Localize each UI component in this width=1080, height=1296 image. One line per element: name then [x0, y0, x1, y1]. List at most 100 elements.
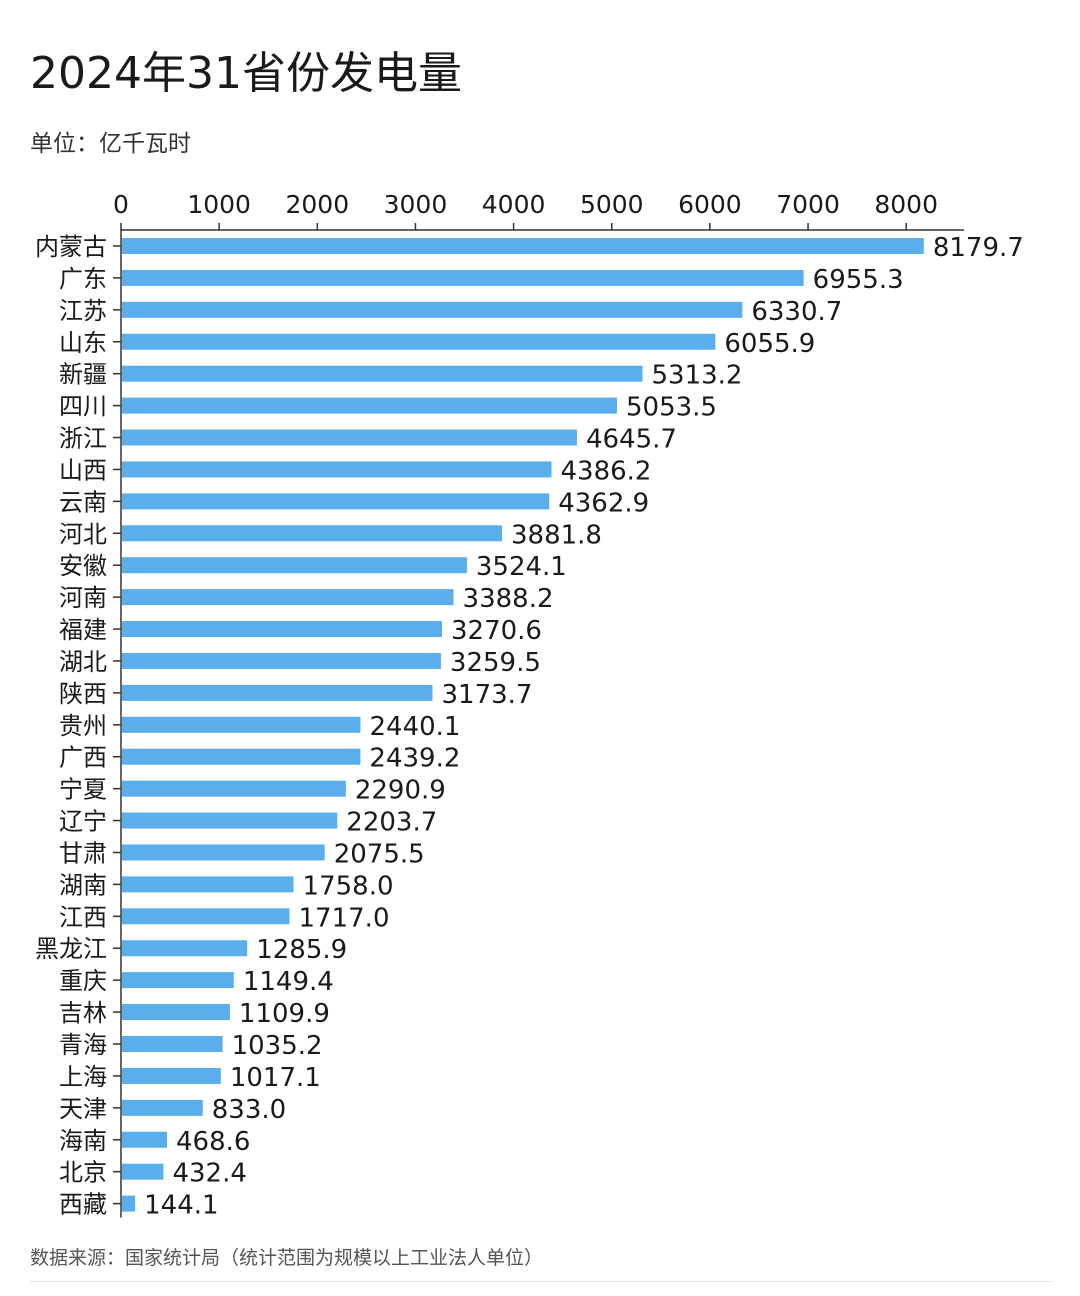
bar — [122, 1036, 223, 1052]
category-label: 浙江 — [59, 425, 107, 453]
x-tick-label: 2000 — [285, 190, 349, 219]
category-label: 重庆 — [59, 967, 107, 995]
bar — [122, 493, 550, 510]
x-tick-label: 6000 — [678, 190, 742, 219]
category-label: 江西 — [59, 903, 107, 931]
bar — [122, 269, 804, 286]
bar — [122, 1163, 164, 1180]
data-source-note: 数据来源：国家统计局（统计范围为规模以上工业法人单位） — [30, 1247, 544, 1269]
category-label: 新疆 — [59, 361, 107, 389]
value-label: 4362.9 — [558, 488, 649, 518]
value-label: 1285.9 — [256, 935, 347, 965]
x-tick-label: 5000 — [580, 190, 644, 219]
bar — [122, 461, 552, 478]
value-label: 4645.7 — [586, 425, 677, 455]
category-label: 青海 — [59, 1031, 107, 1059]
value-label: 3388.2 — [463, 584, 554, 614]
bar — [122, 557, 467, 574]
category-label: 湖北 — [59, 648, 107, 676]
bar — [122, 780, 346, 797]
value-label: 4386.2 — [561, 456, 652, 486]
value-label: 2440.1 — [369, 712, 460, 742]
value-label: 2203.7 — [346, 808, 437, 838]
category-label: 吉林 — [59, 999, 107, 1027]
category-label: 河南 — [59, 584, 107, 612]
value-label: 6330.7 — [751, 297, 842, 327]
bar — [122, 621, 443, 638]
bar — [122, 940, 248, 957]
value-label: 3270.6 — [451, 616, 542, 646]
bar — [122, 525, 502, 542]
category-label: 甘肃 — [59, 839, 107, 867]
value-label: 144.1 — [144, 1191, 218, 1221]
category-label: 江苏 — [59, 297, 107, 325]
category-label: 宁夏 — [59, 776, 107, 804]
category-label: 福建 — [59, 616, 107, 644]
bar — [122, 844, 325, 861]
bar — [122, 652, 441, 669]
bar — [122, 1067, 221, 1084]
bar — [122, 1131, 167, 1148]
value-label: 1758.0 — [303, 871, 394, 901]
value-label: 3524.1 — [476, 552, 567, 582]
unit-label: 单位：亿千瓦时 — [30, 131, 191, 157]
value-label: 1717.0 — [299, 903, 390, 933]
value-label: 8179.7 — [933, 233, 1024, 263]
bar — [122, 301, 743, 318]
bar — [122, 716, 361, 733]
value-label: 3173.7 — [441, 680, 532, 710]
bar — [122, 333, 716, 350]
value-label: 3881.8 — [511, 520, 602, 550]
value-label: 1017.1 — [230, 1063, 321, 1093]
category-label: 陕西 — [59, 680, 107, 708]
category-label: 山西 — [59, 456, 107, 484]
category-label: 广东 — [59, 265, 107, 293]
category-label: 河北 — [59, 520, 107, 548]
value-label: 1109.9 — [239, 999, 330, 1029]
value-label: 833.0 — [212, 1095, 286, 1125]
value-label: 2290.9 — [355, 776, 446, 806]
category-label: 辽宁 — [59, 808, 107, 836]
x-tick-label: 1000 — [187, 190, 251, 219]
bar — [122, 908, 290, 925]
category-label: 内蒙古 — [35, 233, 107, 261]
category-label: 湖南 — [59, 871, 107, 899]
value-label: 432.4 — [172, 1159, 246, 1189]
bar — [122, 684, 433, 701]
bar — [122, 748, 361, 765]
x-tick-label: 4000 — [482, 190, 546, 219]
category-label: 上海 — [59, 1063, 107, 1091]
category-label: 四川 — [59, 393, 107, 421]
chart-title: 2024年31省份发电量 — [30, 48, 462, 99]
value-label: 2075.5 — [334, 839, 425, 869]
bar — [122, 429, 577, 446]
category-label: 贵州 — [59, 712, 107, 740]
bar — [122, 238, 924, 254]
category-label: 山东 — [59, 329, 107, 357]
category-label: 黑龙江 — [35, 935, 107, 963]
category-label: 北京 — [59, 1159, 107, 1187]
x-tick-label: 0 — [113, 190, 129, 219]
value-label: 5053.5 — [626, 393, 717, 423]
category-label: 云南 — [59, 488, 107, 516]
value-label: 1149.4 — [243, 967, 334, 997]
bar — [122, 972, 234, 989]
value-label: 5313.2 — [651, 361, 742, 391]
value-label: 468.6 — [176, 1127, 250, 1157]
bar — [122, 1004, 230, 1021]
category-label: 安徽 — [59, 552, 107, 580]
value-label: 1035.2 — [232, 1031, 323, 1061]
bar — [122, 1195, 136, 1212]
value-label: 3259.5 — [450, 648, 541, 678]
category-label: 海南 — [59, 1127, 107, 1155]
bottom-divider — [30, 1281, 1052, 1282]
bar — [122, 397, 618, 414]
category-label: 广西 — [59, 744, 107, 772]
value-label: 6955.3 — [813, 265, 904, 295]
bar — [122, 365, 643, 382]
bar-chart: 0 1000 2000 3000 4000 5000 6000 7000 8000 内蒙古 8179… — [35, 190, 1024, 1221]
category-label: 西藏 — [59, 1191, 107, 1219]
bar — [122, 1099, 203, 1116]
x-tick-label: 3000 — [384, 190, 448, 219]
x-tick-label: 7000 — [776, 190, 840, 219]
